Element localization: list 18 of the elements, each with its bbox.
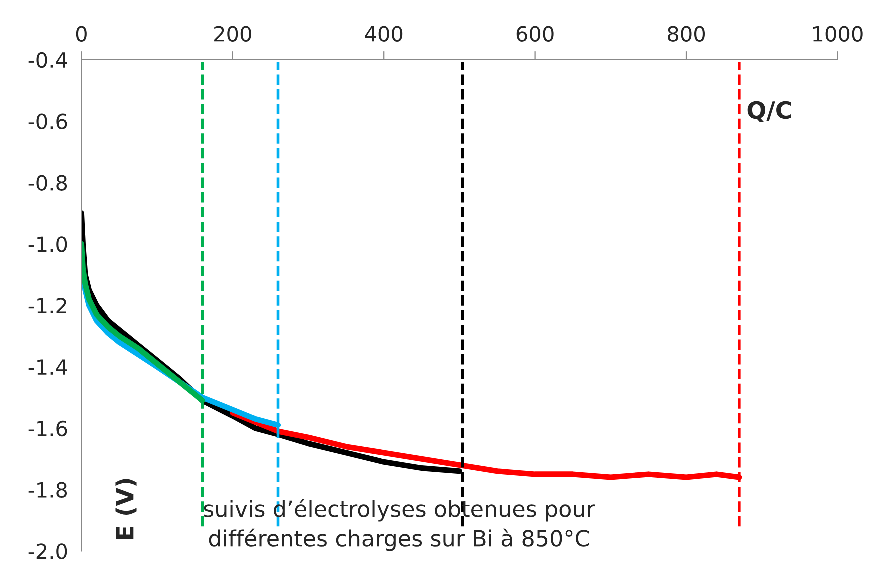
y-tick-label: -1.6	[28, 420, 68, 437]
y-tick-label: -1.0	[28, 236, 68, 252]
x-tick-label: 400	[365, 26, 403, 42]
y-tick-label: -0.6	[28, 114, 68, 130]
y-axis-title: E (V)	[116, 479, 137, 540]
y-tick-label: -1.2	[28, 298, 66, 314]
annotation: suivis d’électrolyses obtenues pour différentes charges sur Bi à 850°C	[204, 499, 596, 552]
x-tick-label: 1000	[813, 26, 863, 42]
x-axis-title: Q/C	[748, 101, 792, 122]
y-tick-label: -1.4	[28, 360, 68, 375]
x-tick-label: 200	[214, 26, 252, 42]
y-tick-label: -2.0	[28, 544, 68, 560]
x-tick-label: 0	[76, 26, 87, 42]
y-tick-label: -1.8	[28, 482, 68, 498]
x-tick-label: 600	[516, 26, 554, 42]
y-tick-label: -0.8	[28, 175, 68, 191]
x-tick-label: 800	[668, 26, 706, 42]
y-tick-label: -0.4	[28, 52, 68, 68]
